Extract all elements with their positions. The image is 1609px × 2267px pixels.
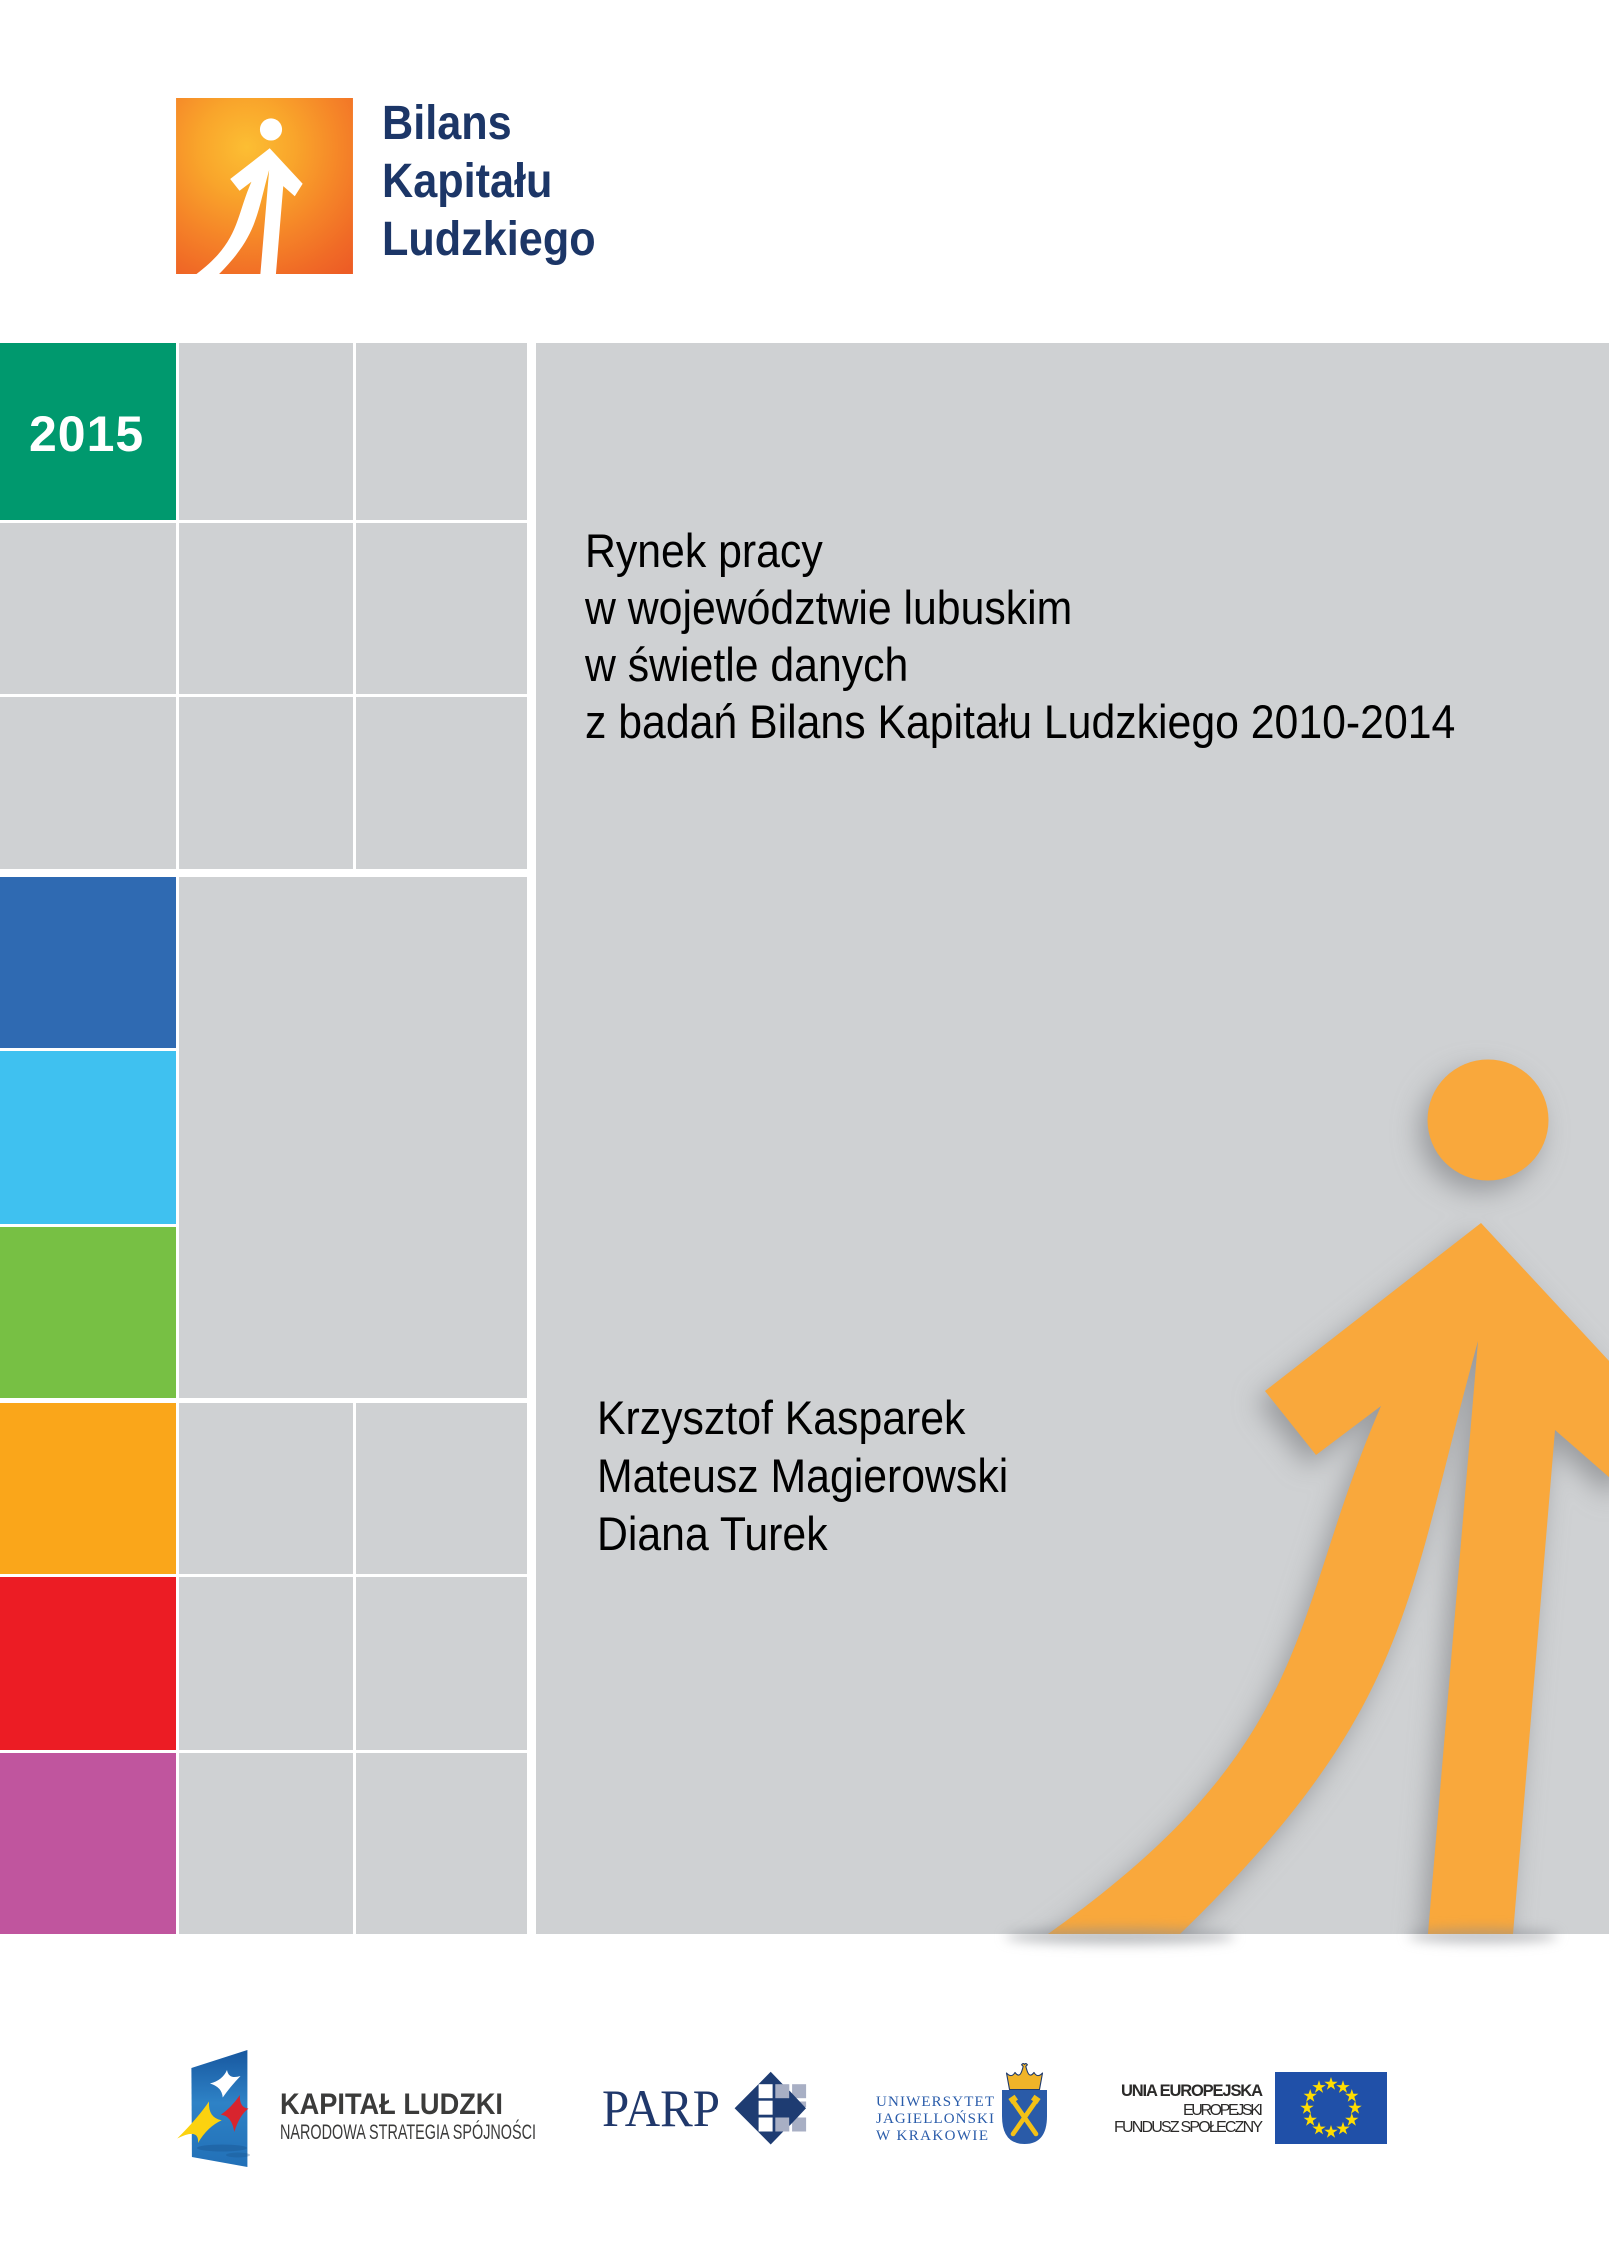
svg-text:UNIWERSYTET: UNIWERSYTET bbox=[876, 2094, 994, 2110]
svg-text:KAPITAŁ LUDZKI: KAPITAŁ LUDZKI bbox=[280, 2088, 503, 2121]
svg-text:NARODOWA STRATEGIA SPÓJNOŚCI: NARODOWA STRATEGIA SPÓJNOŚCI bbox=[280, 2120, 536, 2144]
svg-text:UNIA EUROPEJSKA: UNIA EUROPEJSKA bbox=[1121, 2082, 1263, 2100]
svg-text:PARP: PARP bbox=[602, 2080, 720, 2138]
svg-text:FUNDUSZ SPOŁECZNY: FUNDUSZ SPOŁECZNY bbox=[1114, 2119, 1263, 2136]
svg-text:W KRAKOWIE: W KRAKOWIE bbox=[876, 2128, 988, 2144]
svg-text:EUROPEJSKI: EUROPEJSKI bbox=[1183, 2102, 1263, 2119]
svg-text:JAGIELLOŃSKI: JAGIELLOŃSKI bbox=[876, 2110, 994, 2127]
